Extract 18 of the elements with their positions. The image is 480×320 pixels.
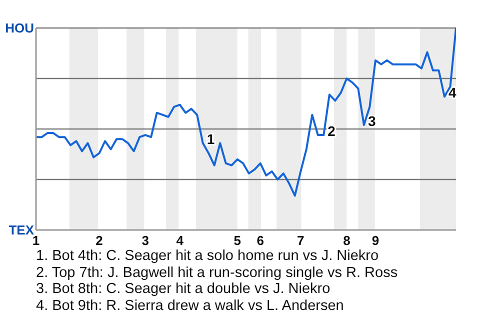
x-tick-label: 2	[96, 233, 103, 248]
text: 4. Bot 9th: R. Sierra drew a walk vs L. Andersen	[36, 298, 345, 314]
x-tick-label: 3	[142, 233, 149, 248]
text: TEX	[8, 222, 34, 238]
x-tick-label: 5	[234, 233, 241, 248]
text: 1. Bot 4th: C. Seager hit a solo home run vs J. Niekro	[36, 248, 380, 264]
x-tick-label: 4	[176, 233, 184, 248]
x-tick-label: 1	[32, 233, 40, 248]
annotation: 4	[448, 84, 456, 101]
text: 2. Top 7th: J. Bagwell hit a run-scoring single vs R. Ross	[36, 264, 398, 281]
x-tick-label: 8	[343, 233, 350, 248]
text: HOU	[5, 20, 34, 36]
text: 3. Bot 8th: C. Seager hit a double vs J. Niekro	[36, 281, 332, 298]
annotation: 1	[206, 131, 215, 148]
annotation: 3	[368, 112, 376, 129]
x-tick-label: 9	[372, 233, 380, 248]
x-tick-label: 6	[256, 233, 264, 248]
x-tick-label: 7	[297, 233, 304, 248]
